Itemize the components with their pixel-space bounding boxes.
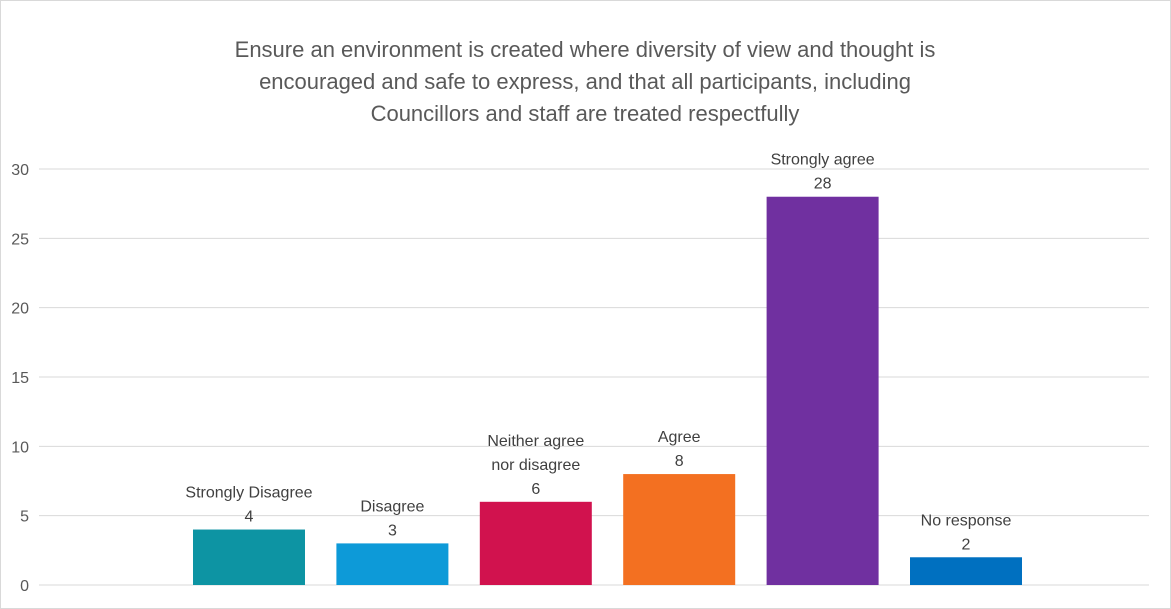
data-label-value: 8 <box>675 453 684 470</box>
data-label-category: nor disagree <box>491 457 580 474</box>
y-tick-label: 30 <box>11 162 29 179</box>
data-label-category: Strongly Disagree <box>185 485 312 502</box>
data-label-category: Neither agree <box>487 433 584 450</box>
data-label-category: Agree <box>658 429 701 446</box>
data-label-value: 3 <box>388 522 397 539</box>
data-label-value: 2 <box>962 536 971 553</box>
bar-disagree <box>336 543 449 585</box>
data-labels: 4 Strongly Disagree 3 Disagree 6 Neither agre… <box>185 152 1011 554</box>
y-tick-label: 0 <box>20 578 29 595</box>
data-label-value: 28 <box>814 176 832 193</box>
chart-title: Ensure an environment is created where d… <box>235 37 936 126</box>
chart-title-line: encouraged and safe to express, and that… <box>259 69 911 94</box>
y-axis-tick-labels: 0 5 10 15 20 25 30 <box>11 162 29 595</box>
data-label-category: Strongly agree <box>771 152 875 169</box>
y-tick-label: 15 <box>11 370 29 387</box>
y-tick-label: 25 <box>11 231 29 248</box>
bar-strongly-disagree <box>193 529 305 585</box>
bar-strongly-agree <box>766 196 879 585</box>
data-label-category: Disagree <box>360 498 424 515</box>
y-tick-label: 20 <box>11 301 29 318</box>
data-label-value: 6 <box>531 481 540 498</box>
data-label-category: No response <box>921 512 1012 529</box>
y-tick-label: 5 <box>20 509 29 526</box>
bar-neither-agree-nor-disagree <box>479 501 592 585</box>
bar-agree <box>623 474 736 585</box>
chart-title-line: Ensure an environment is created where d… <box>235 37 936 62</box>
bar-no-response <box>910 557 1022 585</box>
bars <box>193 196 1022 585</box>
data-label-value: 4 <box>245 509 254 526</box>
y-tick-label: 10 <box>11 439 29 456</box>
chart-title-line: Councillors and staff are treated respec… <box>371 101 800 126</box>
gridlines <box>39 168 1149 586</box>
